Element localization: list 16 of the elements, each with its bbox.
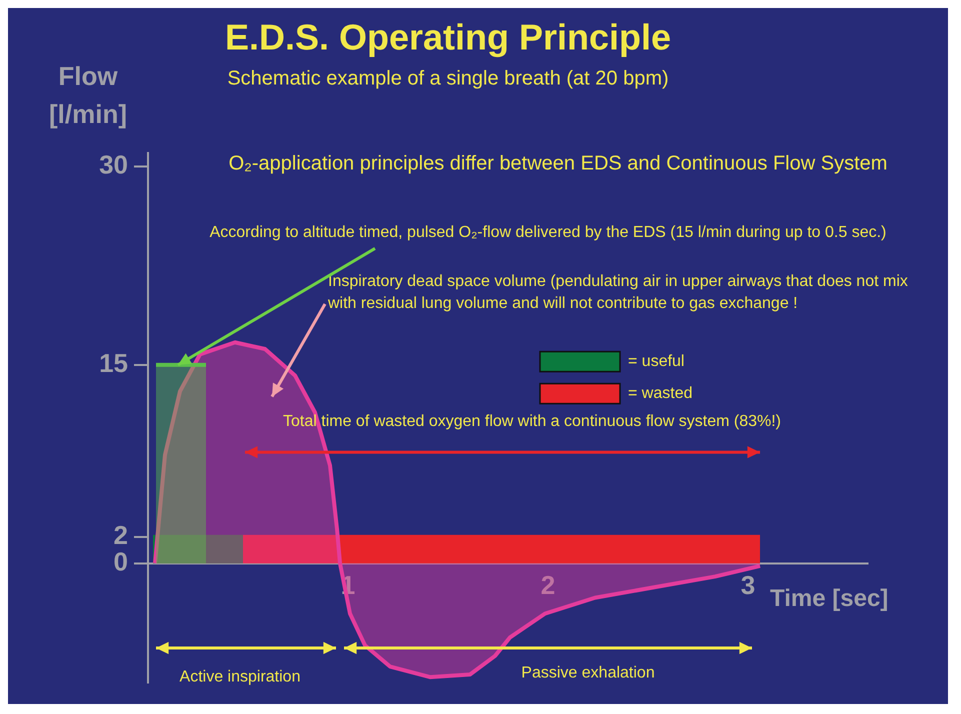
chart-title: E.D.S. Operating Principle	[224, 16, 672, 58]
annotation: Passive exhalation	[521, 664, 655, 682]
annotation: Inspiratory dead space volume (pendulating air in upper airways that does not mix with residual lung volume and will not contribute to gas exchange !	[327, 272, 908, 312]
annotation: According to altitude timed, pulsed O₂-flow delivered by the EDS (15 l/min during up to 0.5 sec.)	[210, 224, 886, 241]
annotation: Total time of wasted oxygen flow with a continuous flow system (83%!)	[283, 413, 781, 430]
y-tick-label: 30	[99, 150, 128, 180]
x-axis-title: Time [sec]	[770, 584, 888, 612]
legend-label: = wasted	[628, 384, 692, 402]
x-tick-label: 3	[740, 570, 756, 600]
y-tick-label: 15	[99, 348, 128, 378]
chart-subtitle: Schematic example of a single breath (at 20 bpm)	[227, 68, 669, 90]
x-tick-label: 2	[540, 570, 556, 600]
y-axis-title: Flow [l/min]	[49, 61, 127, 130]
annotation: O₂-application principles differ between EDS and Continuous Flow System	[228, 152, 888, 174]
annotation: Active inspiration	[180, 668, 300, 686]
legend-label: = useful	[628, 352, 684, 370]
